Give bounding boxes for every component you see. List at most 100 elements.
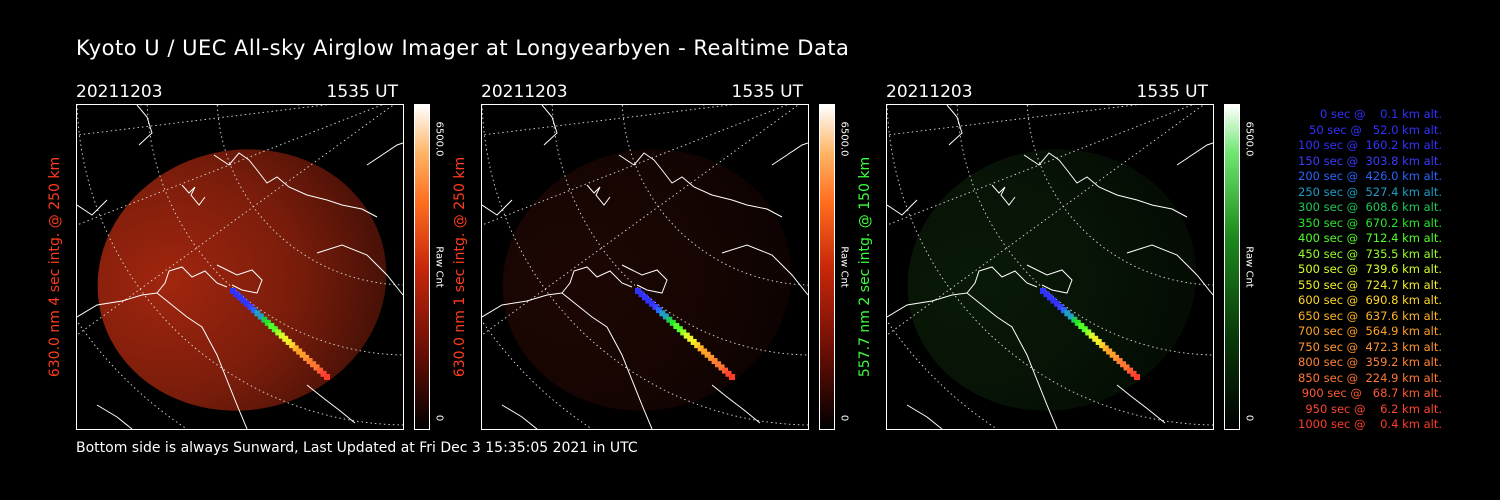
legend-entry: 0 sec @ 0.1 km alt. bbox=[1319, 107, 1442, 121]
trajectory-point bbox=[641, 294, 648, 301]
trajectory-point bbox=[1053, 300, 1060, 307]
coastline bbox=[887, 105, 1213, 429]
legend-entry: 850 sec @ 224.9 km alt. bbox=[1298, 370, 1442, 385]
colorbar-max: 6500.0 bbox=[433, 121, 445, 157]
legend-entry: 950 sec @ 6.2 km alt. bbox=[1305, 401, 1442, 416]
colorbar-unit: Raw Cnt bbox=[433, 246, 445, 288]
trajectory-point bbox=[1109, 351, 1116, 358]
trajectory-point bbox=[708, 354, 715, 361]
panel-date: 20211203 bbox=[886, 82, 973, 102]
trajectory-point bbox=[278, 332, 285, 339]
colorbar bbox=[819, 104, 835, 430]
trajectory-point bbox=[1106, 348, 1113, 355]
trajectory-point bbox=[247, 303, 254, 310]
trajectory-point bbox=[233, 291, 240, 298]
trajectory-point bbox=[718, 364, 725, 371]
trajectory-point bbox=[680, 329, 687, 336]
trajectory-point bbox=[725, 370, 732, 377]
footer-status: Bottom side is always Sunward, Last Upda… bbox=[76, 440, 638, 456]
trajectory-point bbox=[299, 351, 306, 358]
trajectory-point bbox=[1127, 367, 1134, 374]
trajectory-point bbox=[313, 364, 320, 371]
trajectory-point bbox=[296, 348, 303, 355]
legend-entry: 500 sec @ 739.6 km alt. bbox=[1298, 262, 1442, 276]
trajectory-point bbox=[722, 367, 729, 374]
airglow-panel-3: 20211203 1535 UT 557.7 nm 2 sec intg. @ … bbox=[857, 82, 1266, 432]
trajectory-point bbox=[1060, 307, 1067, 314]
trajectory-point bbox=[303, 354, 310, 361]
allsky-image bbox=[76, 104, 404, 430]
trajectory-point bbox=[701, 348, 708, 355]
panel-ylabel: 630.0 nm 1 sec intg. @ 250 km bbox=[452, 156, 468, 378]
legend-entry: 900 sec @ 68.7 km alt. bbox=[1301, 386, 1442, 400]
trajectory-point bbox=[648, 300, 655, 307]
colorbar bbox=[414, 104, 430, 430]
trajectory-point bbox=[635, 288, 641, 294]
trajectory-point bbox=[320, 370, 327, 377]
legend-entry: 450 sec @ 735.5 km alt. bbox=[1298, 246, 1442, 261]
allsky-image bbox=[481, 104, 809, 430]
legend-entry: 300 sec @ 608.6 km alt. bbox=[1298, 200, 1442, 214]
legend-entry: 650 sec @ 637.6 km alt. bbox=[1298, 308, 1442, 323]
trajectory-point bbox=[324, 374, 330, 380]
trajectory-point bbox=[1081, 326, 1088, 333]
trajectory-point bbox=[652, 303, 659, 310]
trajectory-point bbox=[271, 326, 278, 333]
trajectory-point bbox=[289, 342, 296, 349]
trajectory-point bbox=[1088, 332, 1095, 339]
trajectory-point bbox=[1116, 358, 1123, 365]
trajectory-point bbox=[1074, 319, 1081, 326]
map-graticule bbox=[887, 105, 1213, 429]
trajectory-point bbox=[254, 310, 261, 317]
airglow-panel-1: 20211203 1535 UT 630.0 nm 4 sec intg. @ … bbox=[47, 82, 456, 432]
trajectory-point bbox=[310, 361, 317, 368]
trajectory-point bbox=[662, 313, 669, 320]
trajectory-point bbox=[697, 345, 704, 352]
trajectory-point bbox=[694, 342, 701, 349]
trajectory-point bbox=[1050, 297, 1057, 304]
trajectory-point bbox=[1113, 354, 1120, 361]
trajectory-point bbox=[673, 323, 680, 330]
trajectory-point bbox=[243, 300, 250, 307]
trajectory-point bbox=[690, 338, 697, 345]
trajectory-point bbox=[1099, 342, 1106, 349]
legend-entry: 350 sec @ 670.2 km alt. bbox=[1298, 215, 1442, 230]
panel-ylabel: 557.7 nm 2 sec intg. @ 150 km bbox=[857, 156, 873, 378]
trajectory-point bbox=[257, 313, 264, 320]
panel-ylabel: 630.0 nm 4 sec intg. @ 250 km bbox=[47, 156, 63, 378]
legend-entry: 100 sec @ 160.2 km alt. bbox=[1298, 138, 1442, 152]
colorbar-max: 6500.0 bbox=[1243, 121, 1255, 157]
trajectory-point bbox=[645, 297, 652, 304]
trajectory-point bbox=[659, 310, 666, 317]
trajectory-point bbox=[275, 329, 282, 336]
airglow-field bbox=[502, 149, 792, 411]
legend-entry: 750 sec @ 472.3 km alt. bbox=[1298, 339, 1442, 354]
trajectory-point bbox=[1123, 364, 1130, 371]
trajectory-point bbox=[282, 335, 289, 342]
trajectory-point bbox=[1040, 288, 1046, 294]
trajectory-point bbox=[638, 291, 645, 298]
trajectory-point bbox=[683, 332, 690, 339]
panel-date: 20211203 bbox=[481, 82, 568, 102]
trajectory-point bbox=[704, 351, 711, 358]
colorbar-min: 0 bbox=[433, 414, 445, 422]
allsky-image bbox=[886, 104, 1214, 430]
trajectory-point bbox=[292, 345, 299, 352]
trajectory-point bbox=[268, 323, 275, 330]
trajectory-point bbox=[711, 358, 718, 365]
legend-entry: 250 sec @ 527.4 km alt. bbox=[1298, 184, 1442, 199]
legend-entry: 400 sec @ 712.4 km alt. bbox=[1298, 231, 1442, 245]
trajectory-point bbox=[669, 319, 676, 326]
trajectory-point bbox=[1064, 310, 1071, 317]
panel-time: 1535 UT bbox=[326, 82, 399, 102]
colorbar-min: 0 bbox=[1243, 414, 1255, 422]
trajectory-point bbox=[666, 316, 673, 323]
trajectory-point bbox=[1085, 329, 1092, 336]
trajectory-point bbox=[1078, 323, 1085, 330]
trajectory-track bbox=[230, 288, 330, 380]
trajectory-track bbox=[635, 288, 735, 380]
coastline bbox=[77, 105, 403, 429]
legend-entry: 50 sec @ 52.0 km alt. bbox=[1309, 122, 1442, 137]
colorbar-unit: Raw Cnt bbox=[838, 246, 850, 288]
trajectory-point bbox=[285, 338, 292, 345]
